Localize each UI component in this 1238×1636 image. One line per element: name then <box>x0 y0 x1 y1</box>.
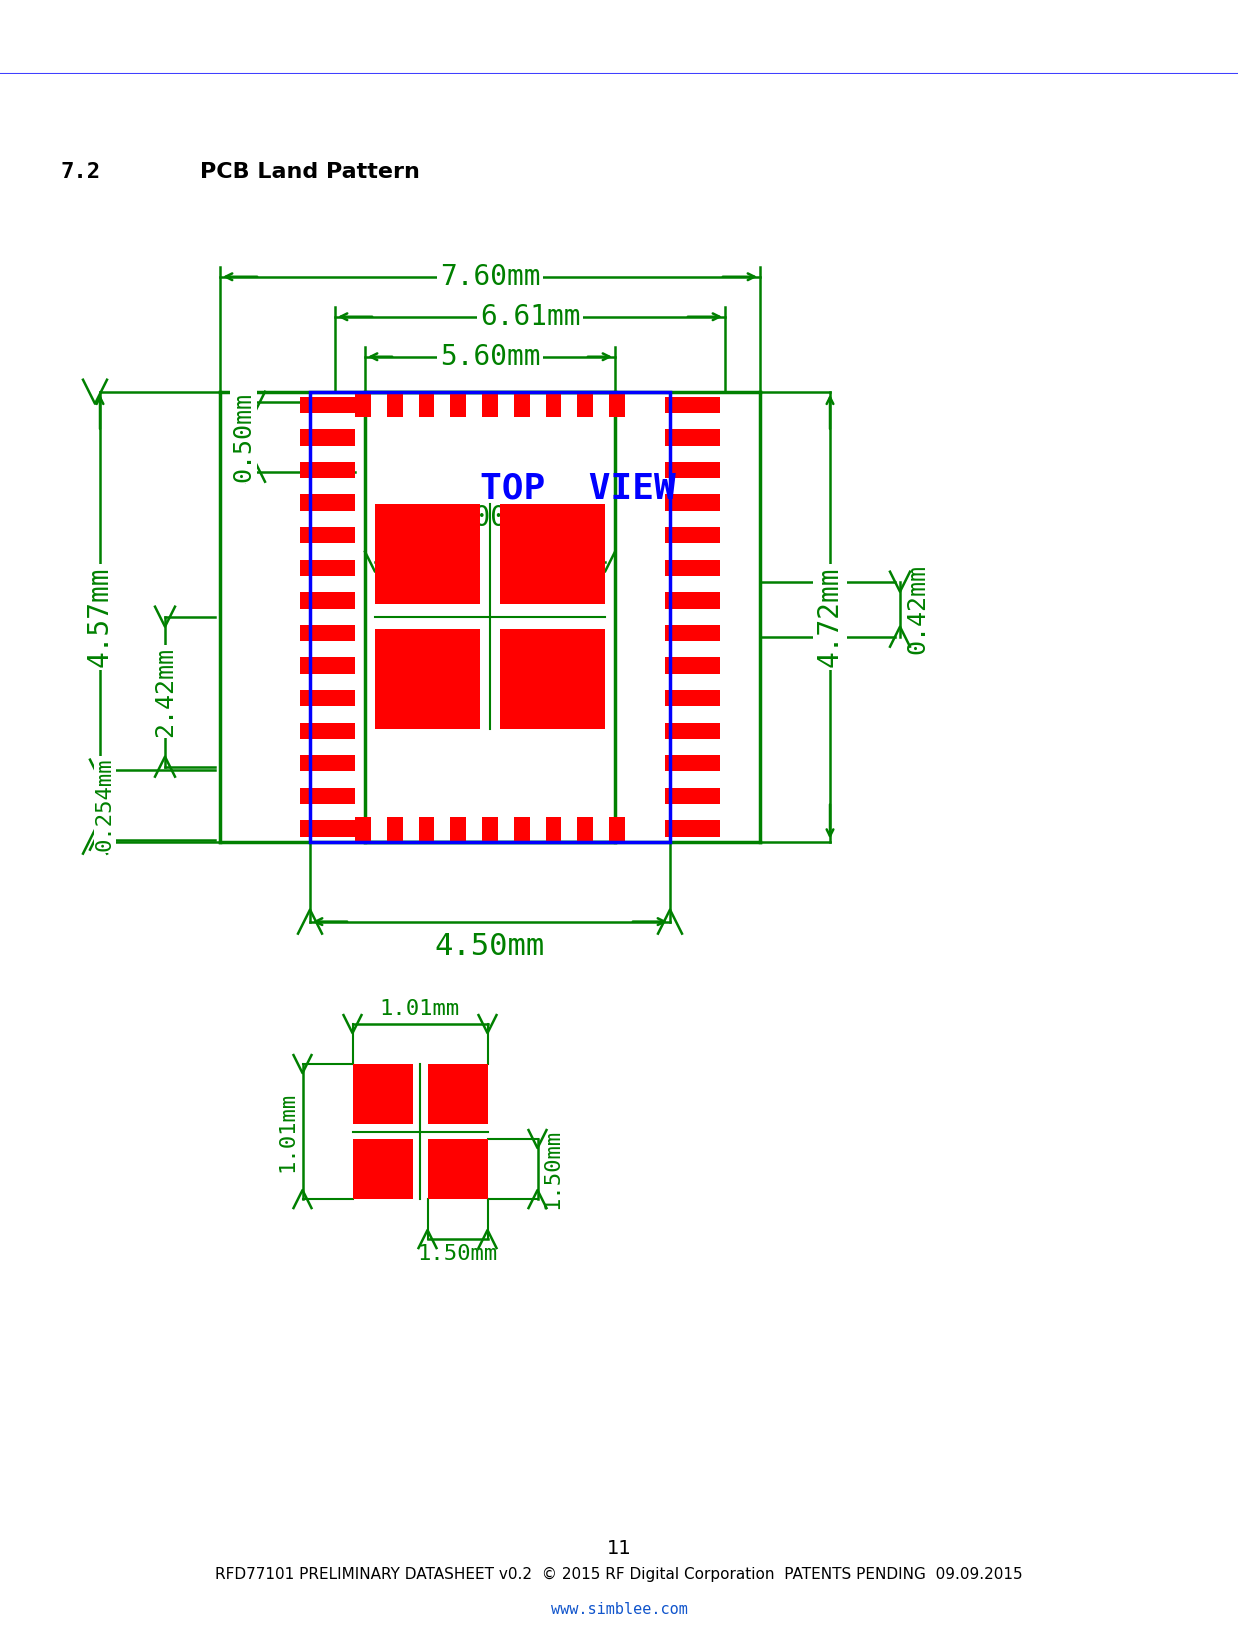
Bar <box>546 816 562 841</box>
Text: 4.57mm: 4.57mm <box>85 566 114 667</box>
Bar <box>386 391 402 417</box>
Text: PCB Land Pattern: PCB Land Pattern <box>201 162 420 182</box>
Text: TOP  VIEW: TOP VIEW <box>480 471 676 506</box>
Bar <box>609 816 625 841</box>
Text: RF DIGITAL: RF DIGITAL <box>1104 11 1226 29</box>
Bar <box>300 398 355 412</box>
Text: 4.72mm: 4.72mm <box>816 566 844 667</box>
Bar <box>482 391 498 417</box>
Bar <box>300 527 355 543</box>
Bar <box>665 625 721 641</box>
Bar <box>300 723 355 739</box>
Text: 2.42mm: 2.42mm <box>154 646 177 736</box>
Bar <box>482 816 498 841</box>
Text: 1.50mm: 1.50mm <box>542 1129 562 1209</box>
Text: 6.61mm: 6.61mm <box>480 303 581 330</box>
Text: 0.42mm: 0.42mm <box>905 564 928 654</box>
Bar <box>375 504 480 604</box>
Bar <box>300 756 355 772</box>
Bar <box>665 461 721 478</box>
Bar <box>609 391 625 417</box>
Bar <box>500 504 605 604</box>
Text: 2.00mm: 2.00mm <box>439 504 540 532</box>
Text: 11: 11 <box>607 1538 631 1557</box>
Bar <box>427 1063 488 1124</box>
Bar <box>665 527 721 543</box>
Text: 4.50mm: 4.50mm <box>435 931 545 960</box>
Text: 5.60mm: 5.60mm <box>439 342 540 371</box>
Bar <box>300 658 355 674</box>
Bar <box>300 820 355 836</box>
Bar <box>418 391 435 417</box>
Bar <box>577 391 593 417</box>
Text: 0.50mm: 0.50mm <box>232 391 255 481</box>
Text: 0.254mm: 0.254mm <box>95 757 115 851</box>
Bar <box>300 625 355 641</box>
Text: www.simblee.com: www.simblee.com <box>551 1602 687 1616</box>
Bar <box>355 816 371 841</box>
Bar <box>665 789 721 803</box>
Bar <box>665 494 721 510</box>
Bar <box>386 816 402 841</box>
Bar <box>300 560 355 576</box>
Text: 7.60mm: 7.60mm <box>439 263 540 291</box>
Bar <box>300 690 355 707</box>
Bar <box>665 690 721 707</box>
Bar <box>665 820 721 836</box>
Bar <box>546 391 562 417</box>
Bar <box>300 592 355 609</box>
Text: RFD77101 PRELIMINARY DATASHEET v0.2  © 2015 RF Digital Corporation  PATENTS PEND: RFD77101 PRELIMINARY DATASHEET v0.2 © 20… <box>215 1567 1023 1582</box>
Bar <box>300 494 355 510</box>
Bar <box>353 1063 412 1124</box>
Bar <box>665 560 721 576</box>
Bar <box>665 723 721 739</box>
Bar <box>375 630 480 730</box>
Bar <box>665 429 721 445</box>
Bar <box>514 816 530 841</box>
Bar <box>300 789 355 803</box>
Bar <box>353 1139 412 1199</box>
Bar <box>300 461 355 478</box>
Bar <box>300 429 355 445</box>
Text: 7.2: 7.2 <box>59 162 100 182</box>
Bar <box>451 816 467 841</box>
Bar <box>665 658 721 674</box>
Bar <box>451 391 467 417</box>
Text: 1.01mm: 1.01mm <box>277 1091 297 1171</box>
Text: 1.01mm: 1.01mm <box>380 1000 461 1019</box>
Bar <box>514 391 530 417</box>
Bar <box>577 816 593 841</box>
Text: WIRELESS THAT SIMPLY WORKS: WIRELESS THAT SIMPLY WORKS <box>1094 49 1226 57</box>
Bar <box>665 592 721 609</box>
Bar <box>427 1139 488 1199</box>
Bar <box>665 398 721 412</box>
Text: Simblee™: Simblee™ <box>12 23 160 51</box>
Bar <box>500 630 605 730</box>
Bar <box>355 391 371 417</box>
Bar <box>665 756 721 772</box>
Text: 1.50mm: 1.50mm <box>417 1243 498 1265</box>
Bar <box>418 816 435 841</box>
Bar <box>310 391 670 841</box>
